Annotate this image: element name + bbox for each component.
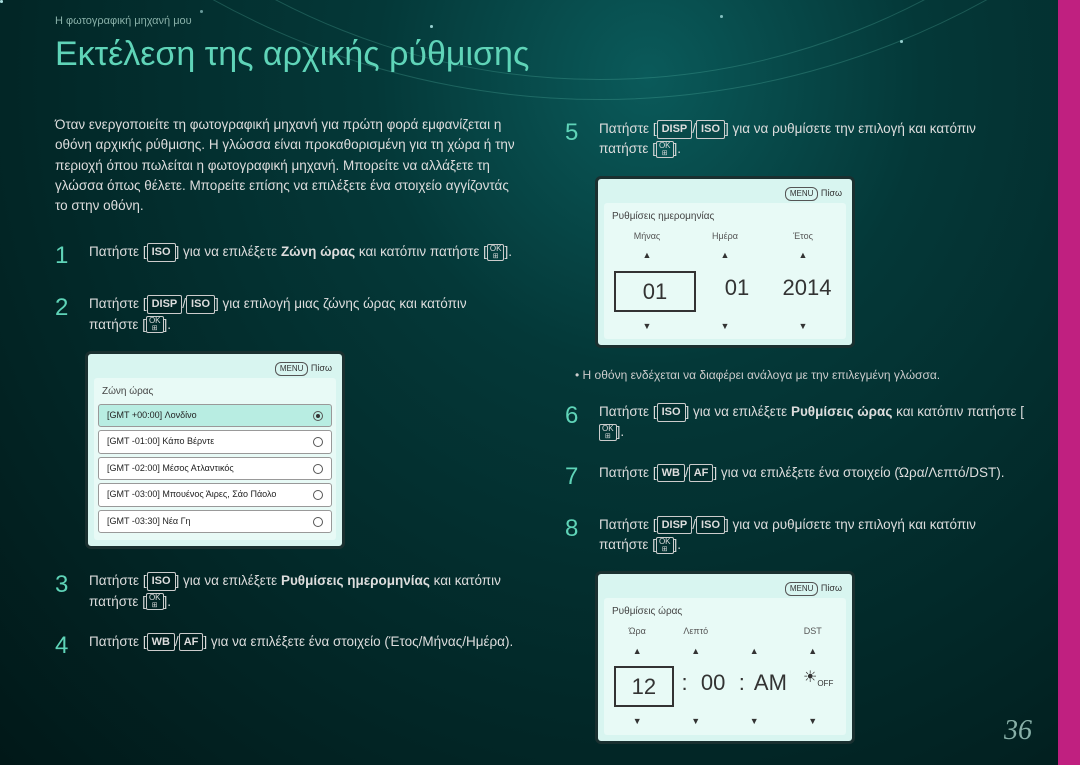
hour-value[interactable]: 12 — [614, 666, 674, 707]
up-arrow-icon[interactable]: ▲ — [667, 645, 726, 659]
tz-item[interactable]: [GMT -03:00] Μπουένος Άιρες, Σάο Πάολο — [98, 483, 332, 507]
radio-on-icon — [313, 411, 323, 421]
step-8: 8 Πατήστε [DISP/ISO] για να ρυθμίσετε τη… — [565, 511, 1025, 556]
month-value[interactable]: 01 — [614, 271, 696, 312]
down-arrow-icon[interactable]: ▼ — [608, 715, 667, 729]
down-arrow-icon[interactable]: ▼ — [686, 320, 764, 334]
up-arrow-icon[interactable]: ▲ — [725, 645, 784, 659]
wb-button: WB — [657, 464, 685, 483]
up-arrow-icon[interactable]: ▲ — [764, 249, 842, 263]
iso-button: ISO — [696, 516, 725, 535]
ampm-value[interactable]: AM — [747, 666, 795, 707]
step-7: 7 Πατήστε [WB/AF] για να επιλέξετε ένα σ… — [565, 459, 1025, 495]
note-text: Η οθόνη ενδέχεται να διαφέρει ανάλογα με… — [575, 366, 1025, 384]
year-value[interactable]: 2014 — [772, 271, 842, 312]
minute-value[interactable]: 00 — [689, 666, 737, 707]
step-3: 3 Πατήστε [ISO] για να επιλέξετε Ρυθμίσε… — [55, 567, 515, 612]
up-arrow-icon[interactable]: ▲ — [686, 249, 764, 263]
timezone-screen: MENU Πίσω Ζώνη ώρας [GMT +00:00] Λονδίνο… — [85, 351, 345, 550]
step-5: 5 Πατήστε [DISP/ISO] για να ρυθμίσετε τη… — [565, 115, 1025, 160]
tz-item[interactable]: [GMT -02:00] Μέσος Ατλαντικός — [98, 457, 332, 481]
af-button: AF — [689, 464, 714, 483]
disp-button: DISP — [657, 120, 693, 139]
up-arrow-icon[interactable]: ▲ — [784, 645, 843, 659]
ok-button — [656, 141, 674, 158]
breadcrumb: Η φωτογραφική μηχανή μου — [55, 15, 192, 27]
step-4: 4 Πατήστε [WB/AF] για να επιλέξετε ένα σ… — [55, 628, 515, 664]
radio-icon — [313, 490, 323, 500]
down-arrow-icon[interactable]: ▼ — [667, 715, 726, 729]
tz-item[interactable]: [GMT -03:30] Νέα Γη — [98, 510, 332, 534]
disp-button: DISP — [657, 516, 693, 535]
dst-icon[interactable]: ☀OFF — [794, 666, 842, 707]
step-1: 1 Πατήστε [ISO] για να επιλέξετε Ζώνη ώρ… — [55, 238, 515, 274]
content-area: Όταν ενεργοποιείτε τη φωτογραφική μηχανή… — [55, 115, 1025, 762]
radio-icon — [313, 464, 323, 474]
time-screen: MENU Πίσω Ρυθμίσεις ώρας Ώρα Λεπτό DST ▲… — [595, 571, 855, 744]
disp-button: DISP — [147, 295, 183, 314]
sidebar-accent — [1058, 0, 1080, 765]
ok-button — [487, 244, 505, 261]
date-screen: MENU Πίσω Ρυθμίσεις ημερομηνίας Μήνας Ημ… — [595, 176, 855, 349]
down-arrow-icon[interactable]: ▼ — [784, 715, 843, 729]
tz-item[interactable]: [GMT -01:00] Κάπο Βέρντε — [98, 430, 332, 454]
radio-icon — [313, 517, 323, 527]
iso-button: ISO — [657, 403, 686, 422]
tz-item[interactable]: [GMT +00:00] Λονδίνο — [98, 404, 332, 428]
step-2: 2 Πατήστε [DISP/ISO] για επιλογή μιας ζώ… — [55, 290, 515, 335]
down-arrow-icon[interactable]: ▼ — [725, 715, 784, 729]
ok-button — [146, 316, 164, 333]
iso-button: ISO — [147, 243, 176, 262]
page-number: 36 — [1004, 715, 1032, 747]
ok-button — [599, 424, 617, 441]
ok-button — [656, 537, 674, 554]
ok-button — [146, 593, 164, 610]
up-arrow-icon[interactable]: ▲ — [608, 645, 667, 659]
af-button: AF — [179, 633, 204, 652]
wb-button: WB — [147, 633, 175, 652]
down-arrow-icon[interactable]: ▼ — [764, 320, 842, 334]
radio-icon — [313, 437, 323, 447]
intro-text: Όταν ενεργοποιείτε τη φωτογραφική μηχανή… — [55, 115, 515, 216]
page-title: Εκτέλεση της αρχικής ρύθμισης — [55, 35, 529, 74]
up-arrow-icon[interactable]: ▲ — [608, 249, 686, 263]
down-arrow-icon[interactable]: ▼ — [608, 320, 686, 334]
iso-button: ISO — [147, 572, 176, 591]
day-value[interactable]: 01 — [702, 271, 772, 312]
iso-button: ISO — [696, 120, 725, 139]
iso-button: ISO — [186, 295, 215, 314]
step-6: 6 Πατήστε [ISO] για να επιλέξετε Ρυθμίσε… — [565, 398, 1025, 443]
